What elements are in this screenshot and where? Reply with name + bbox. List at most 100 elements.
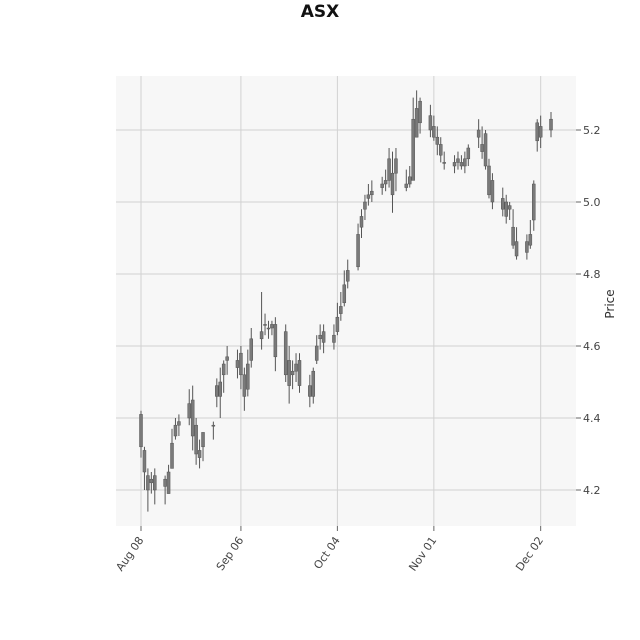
candle-body: [239, 352, 243, 376]
x-tick-label: Oct 04: [311, 534, 343, 571]
candle-body: [487, 165, 491, 196]
candle-body: [535, 122, 539, 142]
candle-body: [211, 424, 216, 427]
candle-body: [290, 370, 295, 376]
candle-body: [532, 183, 536, 221]
candle-body: [480, 144, 484, 152]
candle-body: [146, 475, 150, 491]
candle-body: [266, 327, 271, 330]
candles: [139, 90, 553, 512]
candle-body: [387, 158, 391, 181]
candle-body: [407, 176, 412, 185]
candle-body: [142, 450, 147, 473]
candle-body: [194, 424, 198, 455]
candle-body: [149, 478, 154, 484]
candle-body: [314, 345, 319, 361]
candle-body: [490, 180, 495, 203]
y-tick-label: 5.2: [583, 124, 601, 137]
candle-body: [218, 381, 222, 397]
candle-body: [411, 118, 415, 181]
y-tick-label: 5.0: [583, 196, 601, 209]
x-tick-label: Dec 02: [513, 534, 546, 573]
candle-body: [294, 363, 298, 372]
candle-body: [153, 475, 157, 491]
candle-body: [139, 414, 143, 448]
candle-body: [287, 360, 291, 386]
candle-body: [259, 331, 264, 340]
candle-body: [297, 360, 302, 386]
candle-body: [356, 234, 360, 268]
candle-body: [511, 226, 515, 246]
candle-body: [221, 363, 226, 376]
candle-body: [242, 374, 247, 397]
candle-body: [363, 201, 367, 210]
candle-body: [197, 450, 202, 458]
candle-body: [459, 162, 464, 167]
candle-body: [370, 190, 374, 196]
chart-title: ASX: [300, 2, 340, 22]
candle-body: [435, 136, 440, 145]
y-tick-label: 4.2: [583, 484, 601, 497]
candle-body: [170, 442, 174, 469]
candle-body: [463, 158, 467, 167]
y-tick-label: 4.8: [583, 268, 601, 281]
candle-body: [201, 432, 205, 448]
x-tick-label: Aug 08: [113, 534, 146, 573]
candle-body: [308, 385, 312, 397]
y-axis-ticks: 4.2 4.4 4.6 4.8 5.0 5.2: [576, 124, 601, 497]
candle-body: [428, 115, 433, 131]
candle-body: [414, 108, 419, 138]
candle-body: [528, 234, 533, 246]
candle-body: [538, 126, 543, 138]
candle-body: [332, 334, 336, 343]
candle-body: [163, 478, 167, 487]
candle-body: [270, 324, 274, 329]
candle-body: [404, 183, 409, 188]
candle-body: [476, 129, 481, 138]
candle-body: [504, 201, 508, 217]
candle-body: [263, 324, 267, 326]
x-axis-ticks: Aug 08 Sep 06 Oct 04 Nov 01 Dec 02: [113, 526, 546, 574]
candle-body: [339, 306, 343, 314]
x-tick-label: Sep 06: [214, 534, 247, 573]
candle-body: [438, 144, 443, 156]
candle-body: [501, 198, 505, 210]
candle-body: [318, 334, 322, 340]
candle-body: [249, 338, 254, 361]
candle-body: [177, 421, 181, 426]
candle-body: [442, 162, 446, 164]
candle-body: [432, 126, 436, 138]
candle-body: [525, 241, 529, 253]
candle-body: [273, 324, 278, 358]
candle-body: [359, 216, 364, 228]
candle-body: [190, 399, 195, 437]
candle-body: [215, 385, 219, 397]
x-tick-label: Nov 01: [406, 534, 439, 573]
candle-body: [225, 356, 229, 361]
grid-lines: [116, 76, 576, 526]
candle-body: [380, 183, 384, 188]
candle-body: [456, 158, 460, 163]
candle-body: [383, 180, 388, 185]
candle-body: [283, 331, 288, 376]
candle-body: [394, 158, 398, 174]
candle-body: [173, 424, 178, 437]
candle-body: [514, 241, 519, 257]
candle-body: [311, 370, 316, 397]
candle-body: [235, 360, 240, 368]
candle-body: [466, 147, 471, 160]
candle-body: [418, 100, 422, 124]
candle-body: [345, 270, 350, 282]
candle-body: [507, 205, 512, 210]
candle-body: [483, 133, 488, 167]
candle-body: [549, 118, 553, 131]
candle-body: [187, 403, 191, 419]
candle-body: [452, 162, 457, 167]
candle-body: [166, 471, 171, 494]
candle-body: [366, 194, 371, 199]
candle-body: [335, 316, 340, 332]
candle-body: [321, 331, 326, 343]
candle-body: [390, 172, 395, 196]
y-tick-label: 4.4: [583, 412, 601, 425]
